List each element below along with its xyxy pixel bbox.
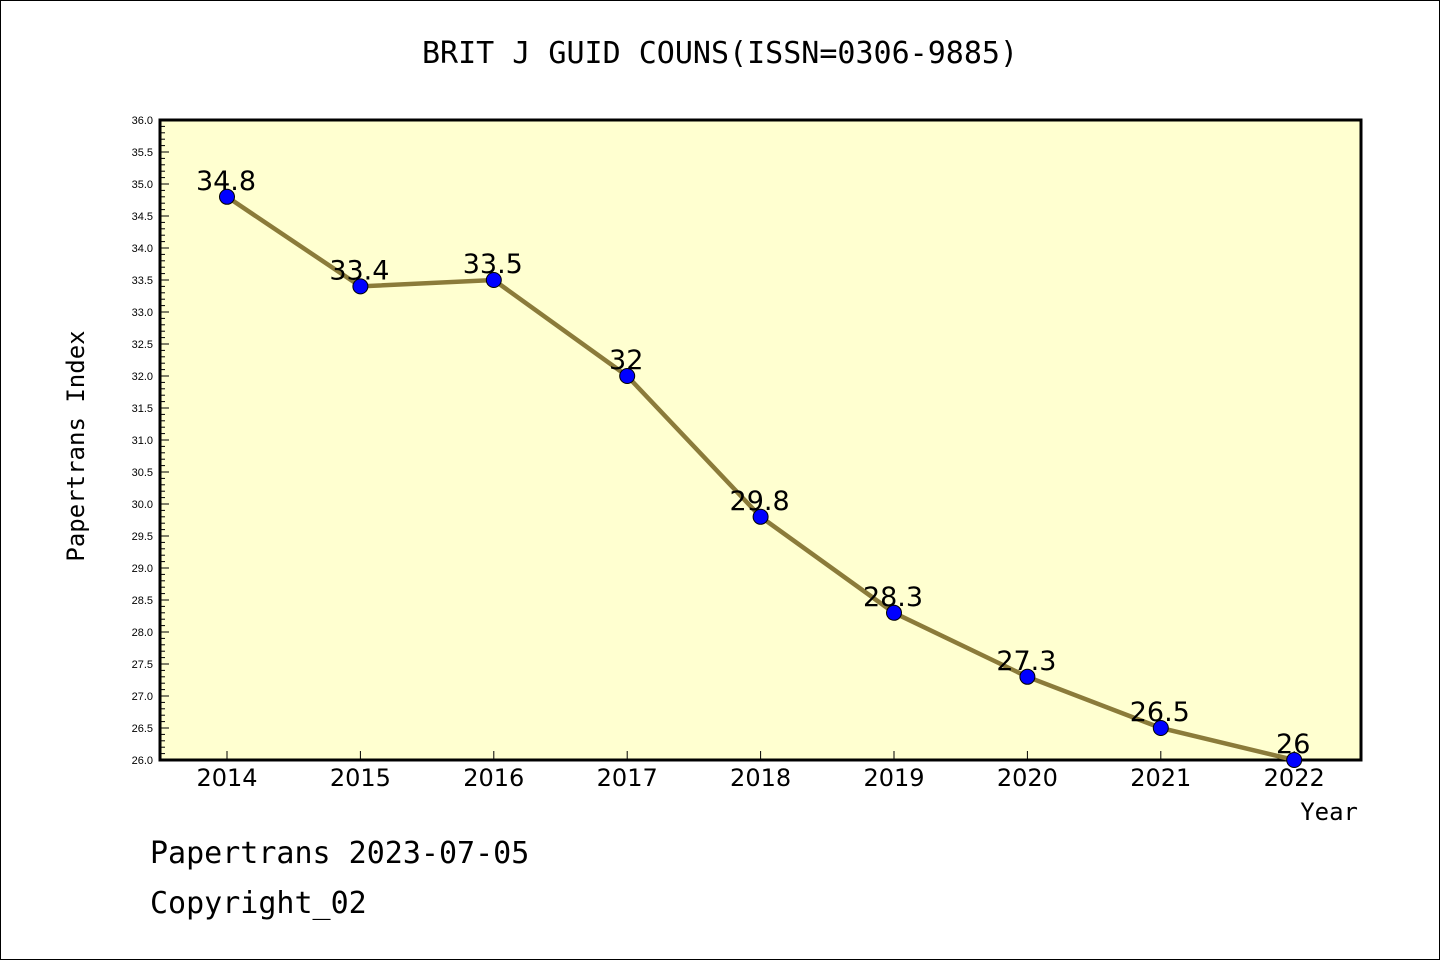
y-tick-label: 29.5: [132, 531, 153, 543]
x-tick-label: 2017: [597, 764, 658, 792]
data-point: [1019, 668, 1036, 685]
data-point: [619, 368, 636, 384]
y-tick-label: 26.5: [132, 723, 153, 735]
x-tick-label: 2016: [463, 764, 524, 792]
x-tick-label: 2015: [330, 764, 391, 792]
y-axis-title: Papertrans Index: [62, 330, 90, 561]
data-label: 28.3: [863, 582, 923, 613]
x-tick-label: 2022: [1264, 764, 1325, 792]
footer-date: Papertrans 2023-07-05: [150, 836, 530, 871]
data-point: [886, 604, 902, 621]
data-label: 33.4: [329, 255, 389, 286]
data-label: 27.3: [996, 646, 1056, 677]
y-tick-label: 35.5: [132, 147, 153, 159]
y-tick-label: 27.0: [132, 691, 153, 703]
y-tick-label: 34.0: [132, 243, 153, 255]
data-points: [219, 188, 1303, 768]
x-tick-label: 2018: [730, 764, 791, 792]
y-tick-label: 33.5: [132, 275, 153, 287]
y-tick-label: 34.5: [132, 211, 153, 223]
chart-title: BRIT J GUID COUNS(ISSN=0306-9885): [421, 36, 1019, 71]
y-tick-label: 26.0: [132, 755, 153, 767]
y-tick-label: 29.0: [132, 563, 153, 575]
y-tick-label: 30.5: [132, 467, 153, 479]
data-point: [1152, 720, 1169, 736]
data-point: [485, 272, 502, 288]
y-tick-label: 28.0: [132, 627, 153, 639]
data-label: 26.5: [1130, 697, 1190, 728]
data-label: 29.8: [730, 486, 790, 517]
data-label: 33.5: [463, 249, 523, 280]
x-tick-label: 2014: [196, 764, 257, 792]
x-tick-label: 2019: [863, 764, 924, 792]
y-tick-label: 27.5: [132, 659, 153, 671]
y-tick-label: 33.0: [132, 307, 153, 319]
data-label: 34.8: [196, 166, 256, 197]
data-label: 26: [1276, 729, 1310, 760]
y-tick-label: 31.0: [132, 435, 153, 447]
data-point: [1286, 752, 1303, 768]
plot-area: [158, 118, 1363, 762]
footer-copyright: Copyright_02: [150, 886, 367, 921]
y-tick-label: 30.0: [132, 499, 153, 511]
y-axis-ticks: 26.0 26.5 27.0 27.5 28.0 28.5 29.0 29.5 30.0 30.5…: [132, 115, 169, 767]
data-labels: 34.8 33.4 33.5 32 29.8 28.3 27.3 26.5 26: [196, 166, 1310, 760]
data-point: [352, 278, 369, 295]
data-label: 32: [609, 345, 643, 376]
x-tick-label: 2021: [1130, 764, 1191, 792]
data-point: [219, 188, 235, 205]
data-point: [752, 508, 769, 525]
x-tick-label: 2020: [997, 764, 1058, 792]
x-axis-title: Year: [1300, 798, 1358, 826]
y-tick-label: 32.0: [132, 371, 153, 383]
y-tick-label: 31.5: [132, 403, 153, 415]
y-tick-label: 36.0: [132, 115, 153, 127]
y-tick-label: 28.5: [132, 595, 153, 607]
x-axis-ticks: 2014 2015 2016 2017 2018 2019 2020 2021 2022: [196, 751, 1325, 792]
y-tick-label: 35.0: [132, 179, 153, 191]
y-tick-label: 32.5: [132, 339, 153, 351]
